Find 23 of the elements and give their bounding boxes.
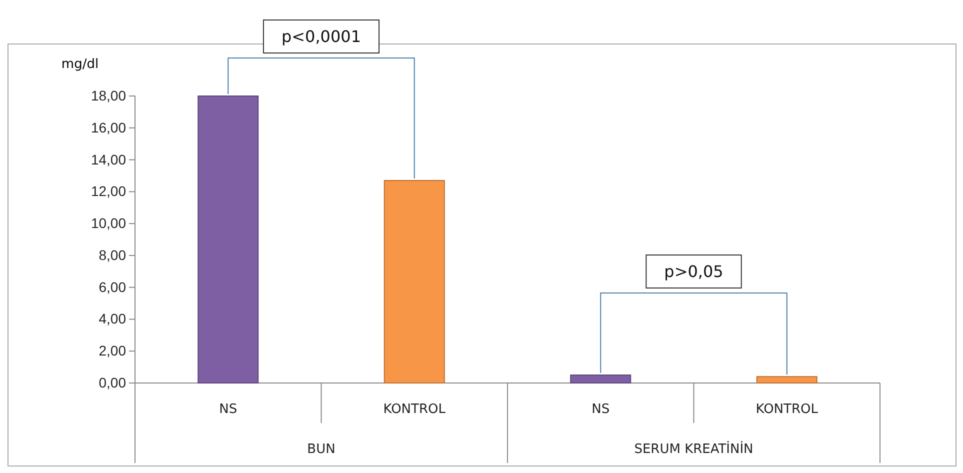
text: p<0,0001 — [281, 27, 362, 46]
series-label: NS — [219, 402, 238, 417]
y-tick-label: 10,00 — [90, 215, 126, 232]
y-tick-label: 18,00 — [90, 87, 126, 104]
text: KONTROL — [756, 402, 818, 417]
y-tick-label: 2,00 — [98, 342, 126, 359]
y-tick-label: 8,00 — [98, 246, 126, 263]
x-tick-label: SERUM KREATİNİN — [634, 441, 754, 457]
annotation: p>0,05 — [664, 262, 724, 281]
y-tick-label: 4,00 — [98, 310, 126, 327]
series-label: KONTROL — [383, 402, 446, 417]
bar — [384, 180, 445, 384]
bar — [570, 374, 632, 384]
bar — [756, 376, 818, 384]
text: NS — [592, 402, 610, 417]
y-tick-label: 12,00 — [90, 183, 126, 200]
bar — [198, 96, 259, 384]
y-tick-label: 16,00 — [90, 119, 126, 136]
y-tick-label: 14,00 — [90, 151, 126, 168]
y-tick-label: 6,00 — [98, 278, 126, 295]
x-tick-label: BUN — [307, 442, 336, 457]
y-tick-label: 0,00 — [98, 374, 126, 390]
y-axis-title: mg/dl — [61, 57, 99, 72]
